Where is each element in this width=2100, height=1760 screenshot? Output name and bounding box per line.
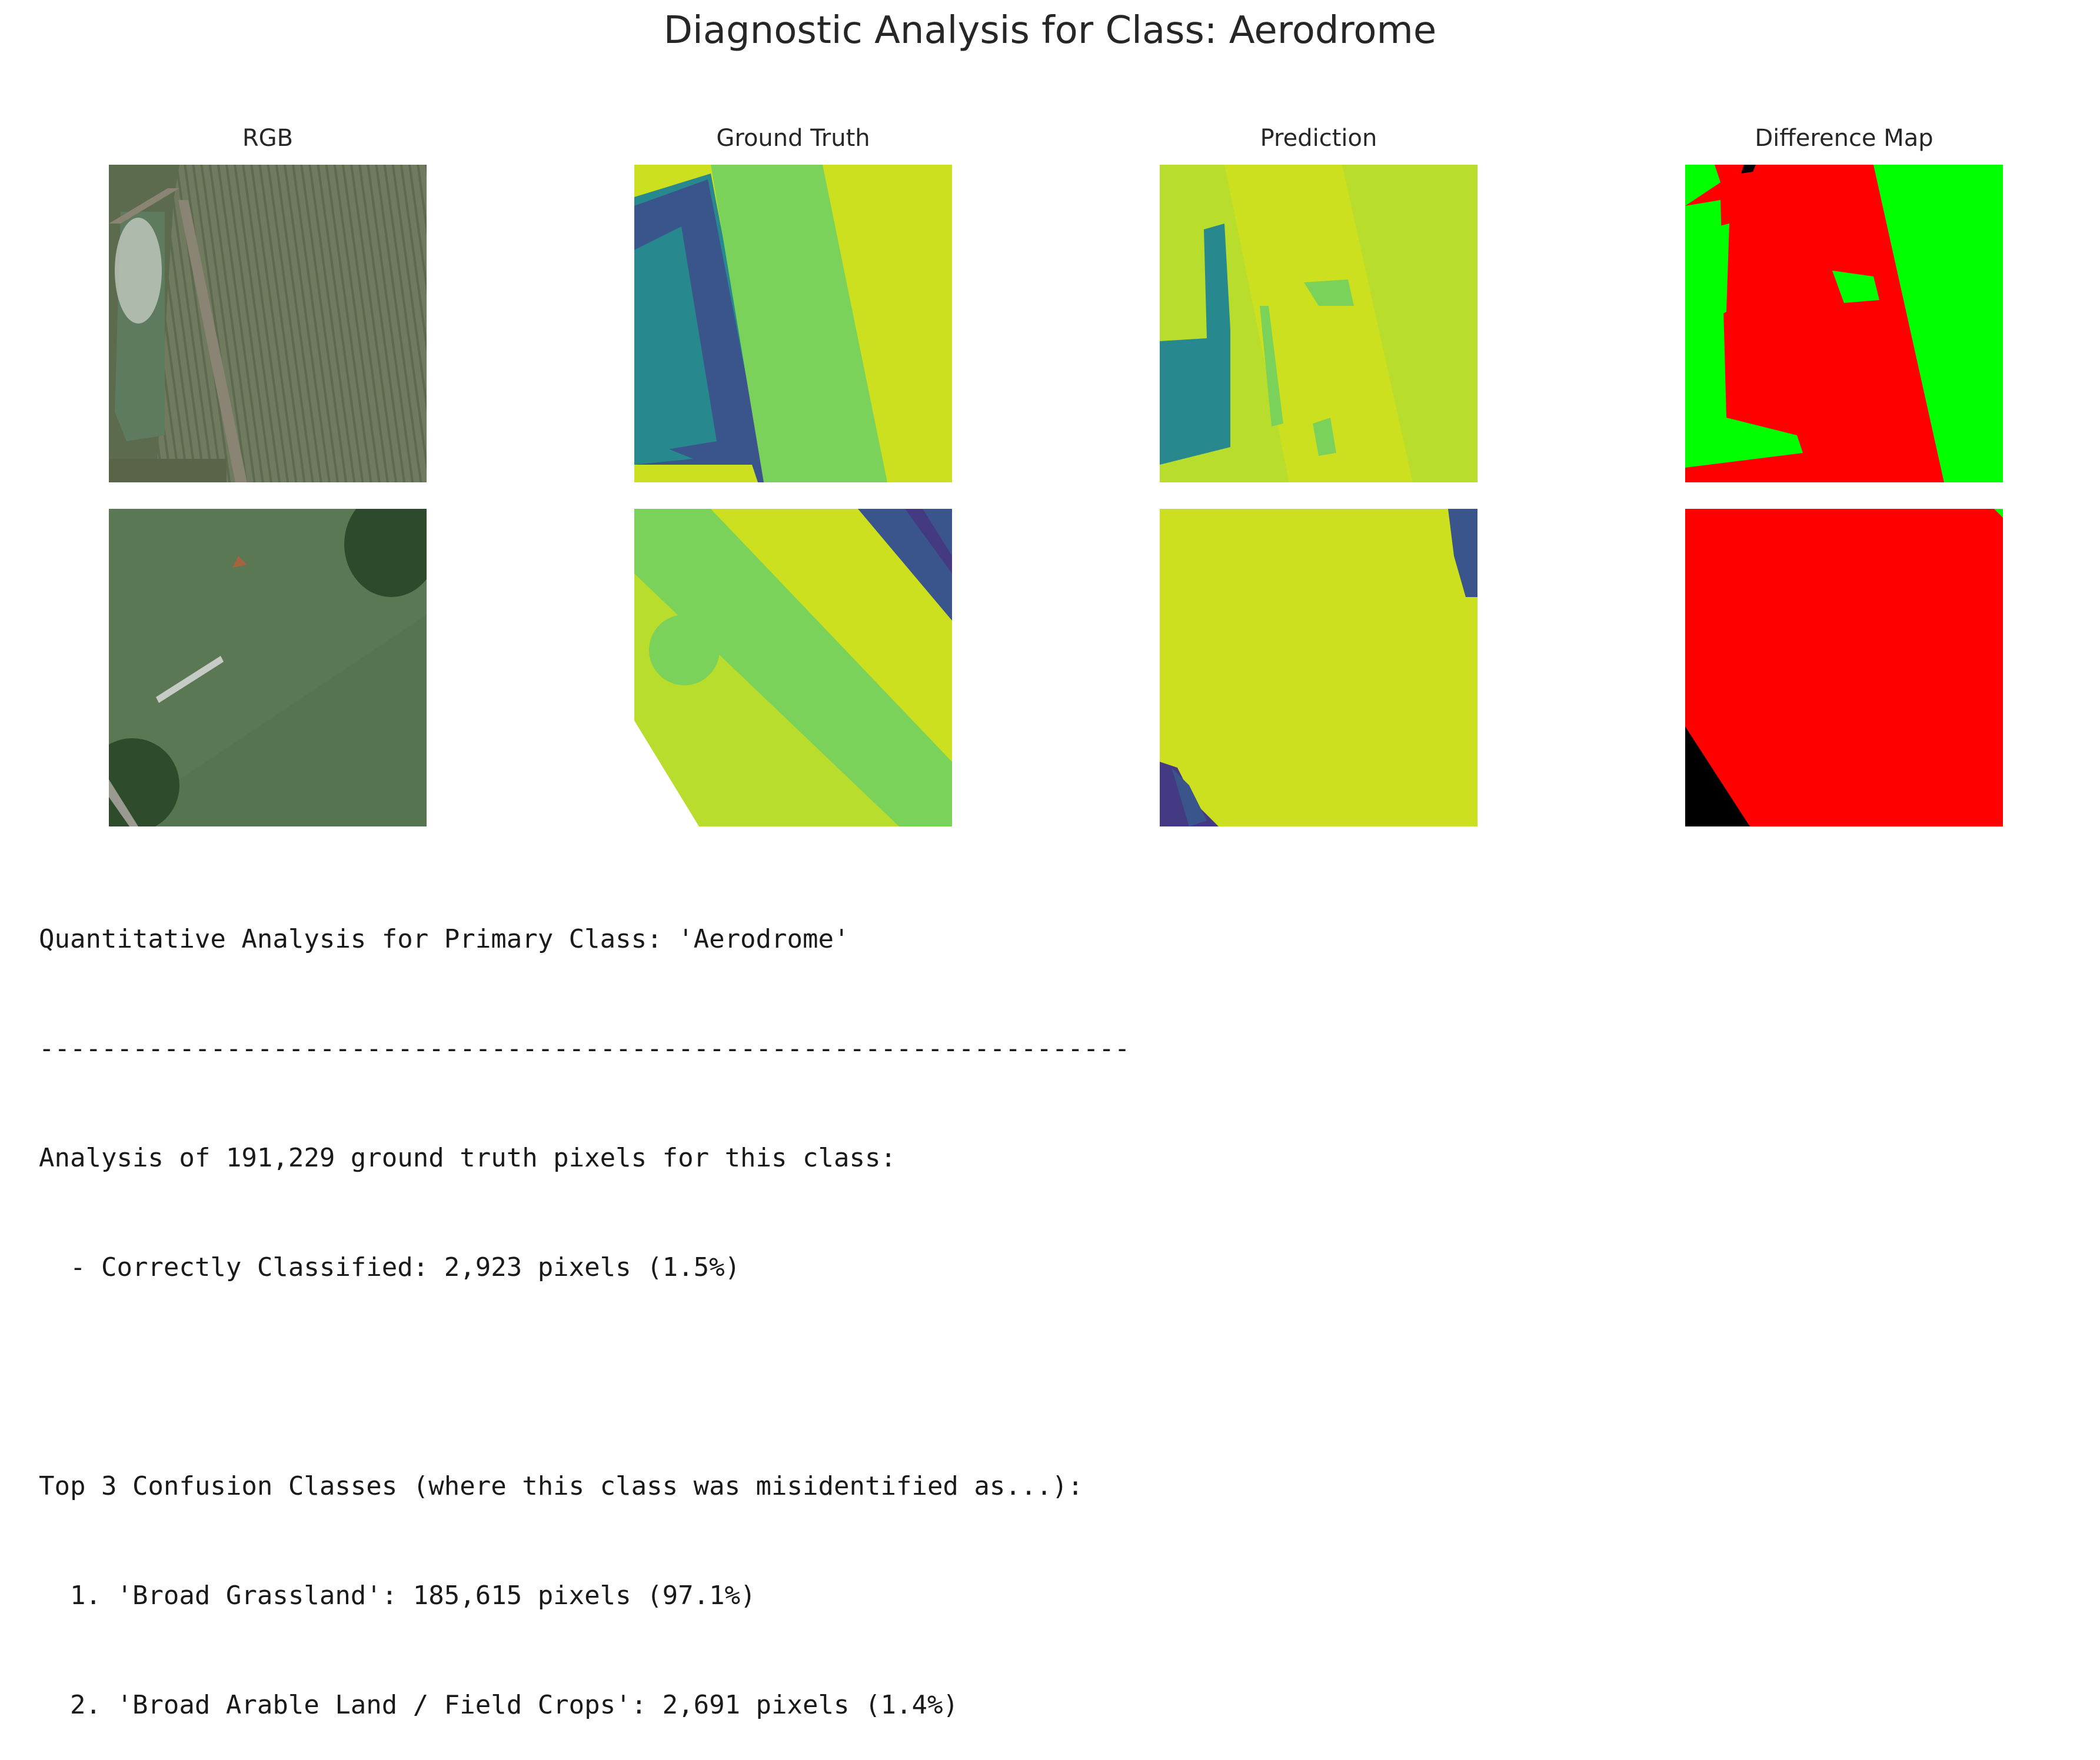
report-summary: Analysis of 191,229 ground truth pixels … bbox=[39, 1143, 896, 1173]
column-title-ground-truth: Ground Truth bbox=[716, 125, 870, 152]
quantitative-report: Quantitative Analysis for Primary Class:… bbox=[39, 848, 1130, 1760]
figure-title: Diagnostic Analysis for Class: Aerodrome bbox=[663, 9, 1437, 52]
report-heading: Quantitative Analysis for Primary Class:… bbox=[39, 924, 850, 954]
column-title-prediction: Prediction bbox=[1260, 125, 1377, 152]
rgb-image-1 bbox=[109, 165, 427, 482]
prediction-mask-1 bbox=[1160, 165, 1477, 482]
difference-map-1 bbox=[1685, 165, 2003, 482]
report-divider: ----------------------------------------… bbox=[39, 1034, 1130, 1064]
report-correct: - Correctly Classified: 2,923 pixels (1.… bbox=[39, 1252, 741, 1282]
prediction-mask-2 bbox=[1160, 509, 1477, 826]
column-title-difference-map: Difference Map bbox=[1755, 125, 1933, 152]
column-title-rgb: RGB bbox=[242, 125, 294, 152]
report-confusion-heading: Top 3 Confusion Classes (where this clas… bbox=[39, 1471, 1083, 1501]
difference-map-2 bbox=[1685, 509, 2003, 826]
report-confusion-item: 1. 'Broad Grassland': 185,615 pixels (97… bbox=[39, 1581, 756, 1611]
report-confusion-item: 2. 'Broad Arable Land / Field Crops': 2,… bbox=[39, 1690, 959, 1720]
rgb-image-2 bbox=[109, 509, 427, 826]
ground-truth-mask-2 bbox=[634, 509, 952, 826]
report-blank-line bbox=[39, 1359, 1130, 1395]
ground-truth-mask-1 bbox=[634, 165, 952, 482]
